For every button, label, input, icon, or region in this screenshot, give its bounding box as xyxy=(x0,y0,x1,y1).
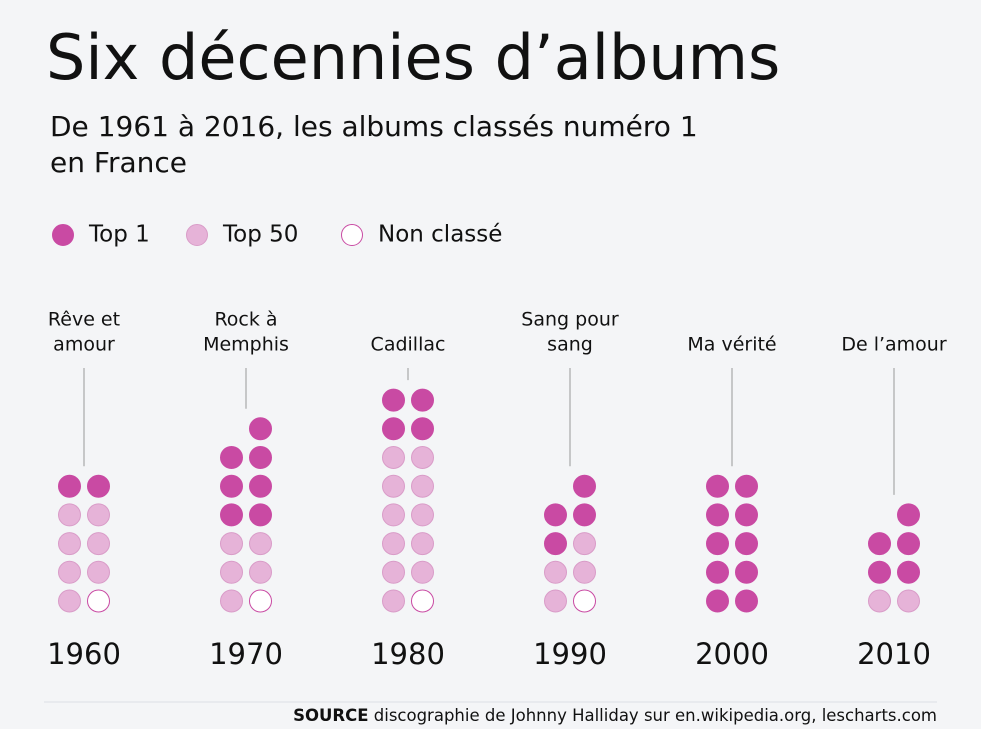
legend-swatch xyxy=(186,224,208,246)
annotation: Memphis xyxy=(203,334,289,356)
dot xyxy=(220,532,243,556)
dot xyxy=(706,589,729,613)
dot xyxy=(220,474,243,498)
source-text: discographie de Johnny Halliday sur en.w… xyxy=(374,706,937,725)
dot xyxy=(544,589,567,613)
dot xyxy=(706,503,729,527)
dot xyxy=(573,560,596,584)
legend-label: Top 1 xyxy=(88,222,150,248)
dot xyxy=(220,503,243,527)
dot xyxy=(58,560,81,584)
dot xyxy=(249,589,272,613)
dot xyxy=(544,532,567,556)
dot xyxy=(58,474,81,498)
legend-label: Non classé xyxy=(378,222,502,248)
dot xyxy=(87,532,110,556)
dot xyxy=(573,532,596,556)
dot xyxy=(249,446,272,469)
dot xyxy=(735,560,758,584)
dot xyxy=(382,560,405,584)
dot xyxy=(706,532,729,556)
dot xyxy=(249,532,272,556)
dot xyxy=(411,503,434,527)
x-tick-label: 2000 xyxy=(695,637,769,671)
annotation: Sang pour xyxy=(521,309,619,331)
dot xyxy=(382,388,405,412)
x-tick-label: 1970 xyxy=(209,637,283,671)
dot xyxy=(411,589,434,613)
dot xyxy=(573,503,596,527)
dot xyxy=(58,532,81,556)
annotation: Ma vérité xyxy=(687,334,776,356)
dot xyxy=(58,589,81,613)
dot xyxy=(411,474,434,498)
dot xyxy=(735,532,758,556)
dot xyxy=(220,589,243,613)
chart-title: Six décennies d’albums xyxy=(46,21,780,94)
dot xyxy=(87,589,110,613)
dot xyxy=(87,560,110,584)
subtitle: en France xyxy=(50,146,187,179)
dot xyxy=(868,589,891,613)
x-tick-label: 1980 xyxy=(371,637,445,671)
x-tick-label: 1990 xyxy=(533,637,607,671)
dot xyxy=(573,474,596,498)
x-tick-label: 1960 xyxy=(47,637,121,671)
source-label: SOURCE xyxy=(293,706,368,725)
legend-swatch xyxy=(52,224,74,246)
annotation: Rock à xyxy=(214,309,277,331)
dot xyxy=(735,589,758,613)
dot xyxy=(544,560,567,584)
legend-swatch xyxy=(341,224,363,246)
dot xyxy=(544,503,567,527)
dot xyxy=(411,560,434,584)
dot xyxy=(249,503,272,527)
dot xyxy=(868,560,891,584)
source: SOURCE discographie de Johnny Halliday s… xyxy=(293,706,937,725)
dot xyxy=(249,417,272,441)
dot xyxy=(249,474,272,498)
dot xyxy=(249,560,272,584)
annotation: amour xyxy=(53,334,115,356)
dot xyxy=(411,446,434,469)
dot xyxy=(897,560,920,584)
dot xyxy=(897,589,920,613)
annotation: Cadillac xyxy=(371,334,446,356)
dot xyxy=(220,446,243,469)
dot xyxy=(897,503,920,527)
dot xyxy=(411,388,434,412)
dot xyxy=(735,474,758,498)
dot xyxy=(706,560,729,584)
dot xyxy=(382,446,405,469)
subtitle: De 1961 à 2016, les albums classés numér… xyxy=(50,110,698,143)
dot xyxy=(706,474,729,498)
dot xyxy=(411,417,434,441)
annotation: Rêve et xyxy=(48,309,120,331)
dot xyxy=(735,503,758,527)
dot xyxy=(868,532,891,556)
dot xyxy=(382,474,405,498)
dot xyxy=(411,532,434,556)
dot xyxy=(382,503,405,527)
dot xyxy=(897,532,920,556)
legend-label: Top 50 xyxy=(222,222,298,248)
dot xyxy=(382,417,405,441)
dot xyxy=(58,503,81,527)
dot xyxy=(87,503,110,527)
annotation: De l’amour xyxy=(841,334,946,356)
dot xyxy=(382,589,405,613)
x-tick-label: 2010 xyxy=(857,637,931,671)
dot xyxy=(382,532,405,556)
annotation: sang xyxy=(547,334,593,356)
dot xyxy=(220,560,243,584)
dot xyxy=(87,474,110,498)
dot xyxy=(573,589,596,613)
